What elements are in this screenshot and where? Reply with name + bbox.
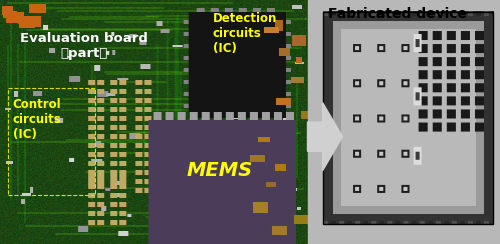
Bar	[8, 88, 95, 195]
Bar	[322, 12, 492, 224]
Bar	[308, 0, 500, 244]
Text: MEMS: MEMS	[187, 161, 253, 180]
Polygon shape	[308, 102, 342, 171]
Text: Fabricated device: Fabricated device	[328, 7, 467, 21]
Text: Detection
circuits
(IC): Detection circuits (IC)	[212, 12, 277, 55]
Text: Evaluation board
（part）: Evaluation board （part）	[20, 32, 148, 60]
Text: Control
circuits
(IC): Control circuits (IC)	[12, 98, 61, 141]
